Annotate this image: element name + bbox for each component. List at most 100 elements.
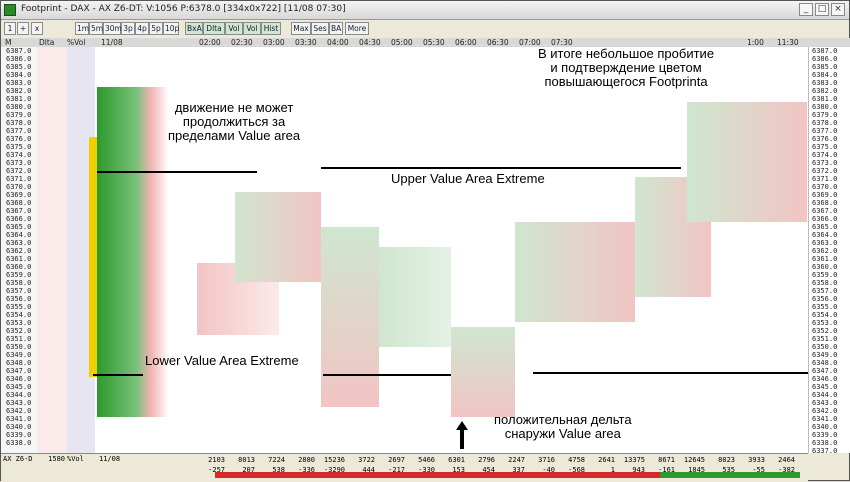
timeframe-4p-button[interactable]: 4p <box>135 22 149 35</box>
time-0630: 06:30 <box>487 38 509 47</box>
footer-delta: -257 <box>208 466 225 474</box>
profile-price: 6381.0 <box>6 95 32 103</box>
ladder-price: 6377.0 <box>812 127 838 135</box>
time-0200: 02:00 <box>199 38 221 47</box>
profile-price: 6344.0 <box>6 391 32 399</box>
ladder-price: 6357.0 <box>812 287 838 295</box>
ladder-price: 6350.0 <box>812 343 838 351</box>
footer-volume: 8023 <box>718 456 735 464</box>
upper-value-area-label: Upper Value Area Extreme <box>391 171 545 186</box>
close-button[interactable]: × <box>831 3 845 16</box>
option-ses-button[interactable]: Ses <box>311 22 329 35</box>
footer-volume: 6301 <box>448 456 465 464</box>
ladder-price: 6375.0 <box>812 143 838 151</box>
profile-price: 6342.0 <box>6 407 32 415</box>
profile-price: 6359.0 <box>6 271 32 279</box>
toolbar-small-button-x[interactable]: x <box>31 22 43 35</box>
profile-price: 6373.0 <box>6 159 32 167</box>
timeframe-5p-button[interactable]: 5p <box>149 22 163 35</box>
profile-price: 6362.0 <box>6 247 32 255</box>
maximize-button[interactable]: □ <box>815 3 829 16</box>
lower-value-area-label: Lower Value Area Extreme <box>145 353 299 368</box>
upper-value-area-line-right <box>321 167 681 169</box>
footer-volume: 13375 <box>623 456 645 464</box>
ladder-price: 6338.0 <box>812 439 838 447</box>
ladder-price: 6345.0 <box>812 383 838 391</box>
more-button[interactable]: More <box>345 22 369 35</box>
toolbar-small-button-plus[interactable]: + <box>17 22 29 35</box>
ladder-price: 6381.0 <box>812 95 838 103</box>
timeframe-5m-button[interactable]: 5m <box>89 22 104 35</box>
footer-volume: 8671 <box>658 456 675 464</box>
footer-volume: 8013 <box>238 456 255 464</box>
mode-hist-button[interactable]: Hist <box>261 22 281 35</box>
profile-price: 6379.0 <box>6 111 32 119</box>
profile-price: 6355.0 <box>6 303 32 311</box>
mode-delta-button[interactable]: Dlta <box>203 22 225 35</box>
ladder-price: 6367.0 <box>812 207 838 215</box>
footer-volume: 2796 <box>478 456 495 464</box>
option-max-button[interactable]: Max <box>291 22 311 35</box>
footer-delta: -336 <box>298 466 315 474</box>
profile-price-column <box>1 47 38 453</box>
ladder-price: 6354.0 <box>812 311 838 319</box>
ladder-price: 6380.0 <box>812 103 838 111</box>
profile-price: 6372.0 <box>6 167 32 175</box>
annotation-upper-note: движение не может продолжиться за пределам… <box>168 100 301 143</box>
footprint-cluster <box>379 247 451 347</box>
time-0330: 03:30 <box>295 38 317 47</box>
time-1130: 11:30 <box>777 38 799 47</box>
toolbar-small-button-1[interactable]: 1 <box>4 22 16 35</box>
timeframe-10p-button[interactable]: 10p <box>163 22 180 35</box>
window-title: Footprint - DAX - AX Z6-DT: V:1056 P:637… <box>21 4 346 14</box>
ladder-price: 6373.0 <box>812 159 838 167</box>
timeframe-30m-button[interactable]: 30m <box>103 22 122 35</box>
ladder-price: 6379.0 <box>812 111 838 119</box>
ladder-price: 6349.0 <box>812 351 838 359</box>
minimize-button[interactable]: _ <box>799 3 813 16</box>
profile-price: 6361.0 <box>6 255 32 263</box>
profile-price: 6364.0 <box>6 231 32 239</box>
mode-vol-button[interactable]: Vol <box>225 22 243 35</box>
ladder-price: 6387.0 <box>812 47 838 55</box>
option-ba-button[interactable]: BA <box>329 22 343 35</box>
ladder-price: 6370.0 <box>812 183 838 191</box>
profile-price: 6380.0 <box>6 103 32 111</box>
profile-price: 6348.0 <box>6 359 32 367</box>
ladder-price: 6341.0 <box>812 415 838 423</box>
footer-delta: 454 <box>482 466 495 474</box>
footer-delta: -40 <box>542 466 555 474</box>
ladder-price: 6347.0 <box>812 367 838 375</box>
footer-volume: 2880 <box>298 456 315 464</box>
ladder-price: 6371.0 <box>812 175 838 183</box>
mode-vol2-button[interactable]: Vol <box>243 22 261 35</box>
title-bar[interactable]: Footprint - DAX - AX Z6-DT: V:1056 P:637… <box>1 1 849 20</box>
ladder-price: 6344.0 <box>812 391 838 399</box>
footer-delta: 1845 <box>688 466 705 474</box>
profile-price: 6340.0 <box>6 423 32 431</box>
ladder-price: 6378.0 <box>812 119 838 127</box>
footprint-chart[interactable] <box>197 47 808 453</box>
footer-instrument: AX Z6-D <box>3 455 33 463</box>
profile-price: 6376.0 <box>6 135 32 143</box>
footer-volume: 2103 <box>208 456 225 464</box>
ladder-price: 6340.0 <box>812 423 838 431</box>
ladder-price: 6352.0 <box>812 327 838 335</box>
timeframe-3p-button[interactable]: 3p <box>121 22 135 35</box>
profile-price: 6368.0 <box>6 199 32 207</box>
timeframe-1m-button[interactable]: 1m <box>75 22 90 35</box>
ladder-price: 6376.0 <box>812 135 838 143</box>
ladder-price: 6368.0 <box>812 199 838 207</box>
ladder-price: 6385.0 <box>812 63 838 71</box>
ladder-price: 6355.0 <box>812 303 838 311</box>
footer-delta: 444 <box>362 466 375 474</box>
mode-bxa-button[interactable]: BxA <box>185 22 203 35</box>
profile-header-vol: %Vol <box>67 38 86 47</box>
ladder-price: 6362.0 <box>812 247 838 255</box>
price-ladder[interactable]: 6387.0 6386.0 6385.0 6384.0 6383.0 6382.… <box>808 47 850 455</box>
volume-profile-panel: 6387.0 6386.0 6385.0 6384.0 6383.0 6382.… <box>1 47 197 453</box>
profile-price: 6360.0 <box>6 263 32 271</box>
ladder-price: 6361.0 <box>812 255 838 263</box>
profile-price: 6358.0 <box>6 279 32 287</box>
profile-price: 6356.0 <box>6 295 32 303</box>
